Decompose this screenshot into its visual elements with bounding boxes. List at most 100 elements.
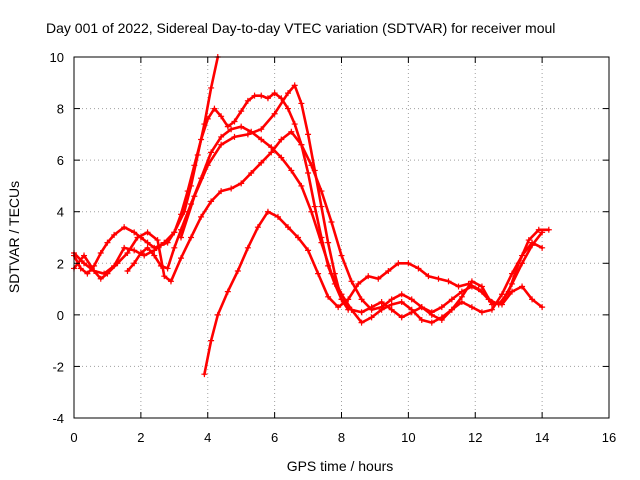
data-point xyxy=(214,311,221,318)
data-point xyxy=(499,291,505,298)
data-point xyxy=(325,293,332,300)
data-point xyxy=(231,133,238,140)
data-point xyxy=(455,283,462,290)
data-point xyxy=(398,291,405,298)
data-point xyxy=(104,270,111,277)
data-point xyxy=(154,237,161,244)
data-point xyxy=(438,304,445,311)
data-point xyxy=(178,255,184,262)
data-point xyxy=(144,239,151,246)
data-point xyxy=(368,304,375,311)
data-point xyxy=(358,319,365,326)
data-point xyxy=(198,213,205,220)
data-point xyxy=(475,286,482,293)
x-tick-label: 10 xyxy=(401,430,415,445)
data-point xyxy=(231,118,238,125)
data-point xyxy=(448,296,455,303)
data-point xyxy=(291,121,298,128)
data-point xyxy=(131,260,138,267)
data-point xyxy=(218,141,225,148)
data-point xyxy=(398,298,405,305)
data-point xyxy=(171,229,178,236)
data-point xyxy=(388,296,395,303)
y-tick-label: 6 xyxy=(57,153,64,168)
data-point xyxy=(545,226,552,233)
data-point xyxy=(211,105,218,112)
data-point xyxy=(519,283,526,290)
data-point xyxy=(348,278,355,285)
data-point xyxy=(435,275,442,282)
data-point xyxy=(268,149,275,156)
data-point xyxy=(238,123,245,130)
data-point xyxy=(218,113,225,120)
data-point xyxy=(134,234,141,241)
data-point xyxy=(228,185,235,192)
data-point xyxy=(458,293,465,300)
data-point xyxy=(114,260,121,267)
data-point xyxy=(254,224,261,231)
data-point xyxy=(318,203,325,210)
data-point xyxy=(378,298,385,305)
data-point xyxy=(418,317,425,324)
data-point xyxy=(488,306,495,313)
series-track-3 xyxy=(71,128,546,316)
data-point xyxy=(338,252,345,259)
data-point xyxy=(248,128,255,135)
data-point xyxy=(224,123,231,130)
data-point xyxy=(171,244,178,251)
data-point xyxy=(468,304,475,311)
data-point xyxy=(151,244,158,251)
data-point xyxy=(458,298,465,305)
data-point xyxy=(298,100,305,107)
data-point xyxy=(164,239,171,246)
data-point xyxy=(358,296,365,303)
data-point xyxy=(204,115,211,122)
y-tick-label: 10 xyxy=(50,50,64,65)
data-point xyxy=(291,82,298,89)
data-point xyxy=(131,247,138,254)
data-point xyxy=(258,92,265,99)
data-point xyxy=(137,249,144,256)
x-tick-label: 2 xyxy=(137,430,144,445)
data-point xyxy=(408,296,415,303)
data-point xyxy=(365,273,372,280)
data-point xyxy=(248,170,255,177)
data-point xyxy=(478,309,485,316)
data-point xyxy=(305,247,312,254)
data-point xyxy=(97,275,104,282)
data-point xyxy=(264,208,271,215)
data-point xyxy=(529,296,536,303)
data-point xyxy=(388,301,395,308)
data-point xyxy=(258,126,265,133)
data-point xyxy=(525,237,532,244)
data-point xyxy=(539,244,546,251)
axis-ticks: 0 2 4 6 8 10 12 14 16 -4 -2 0 2 4 6 8 10 xyxy=(50,50,617,445)
data-point xyxy=(131,229,138,236)
data-point xyxy=(295,234,302,241)
series-track-4 xyxy=(178,82,546,324)
data-point xyxy=(208,84,215,91)
chart-title: Day 001 of 2022, Sidereal Day-to-day VTE… xyxy=(46,20,555,36)
data-point xyxy=(178,211,184,218)
data-point xyxy=(318,239,325,246)
data-point xyxy=(388,306,395,313)
data-point xyxy=(84,270,91,277)
data-point xyxy=(191,162,198,169)
data-point xyxy=(478,283,485,290)
data-point xyxy=(328,270,335,277)
data-point xyxy=(425,273,432,280)
data-point xyxy=(124,268,131,275)
data-point xyxy=(234,268,241,275)
data-point xyxy=(258,136,265,143)
x-tick-label: 14 xyxy=(535,430,549,445)
data-point xyxy=(91,268,98,275)
data-point xyxy=(338,291,345,298)
data-point xyxy=(325,239,332,246)
data-point xyxy=(418,304,425,311)
data-point xyxy=(515,260,522,267)
series-layer xyxy=(71,54,552,378)
data-point xyxy=(151,252,158,259)
data-point xyxy=(271,110,278,117)
data-point xyxy=(141,252,148,259)
data-point xyxy=(157,262,164,269)
